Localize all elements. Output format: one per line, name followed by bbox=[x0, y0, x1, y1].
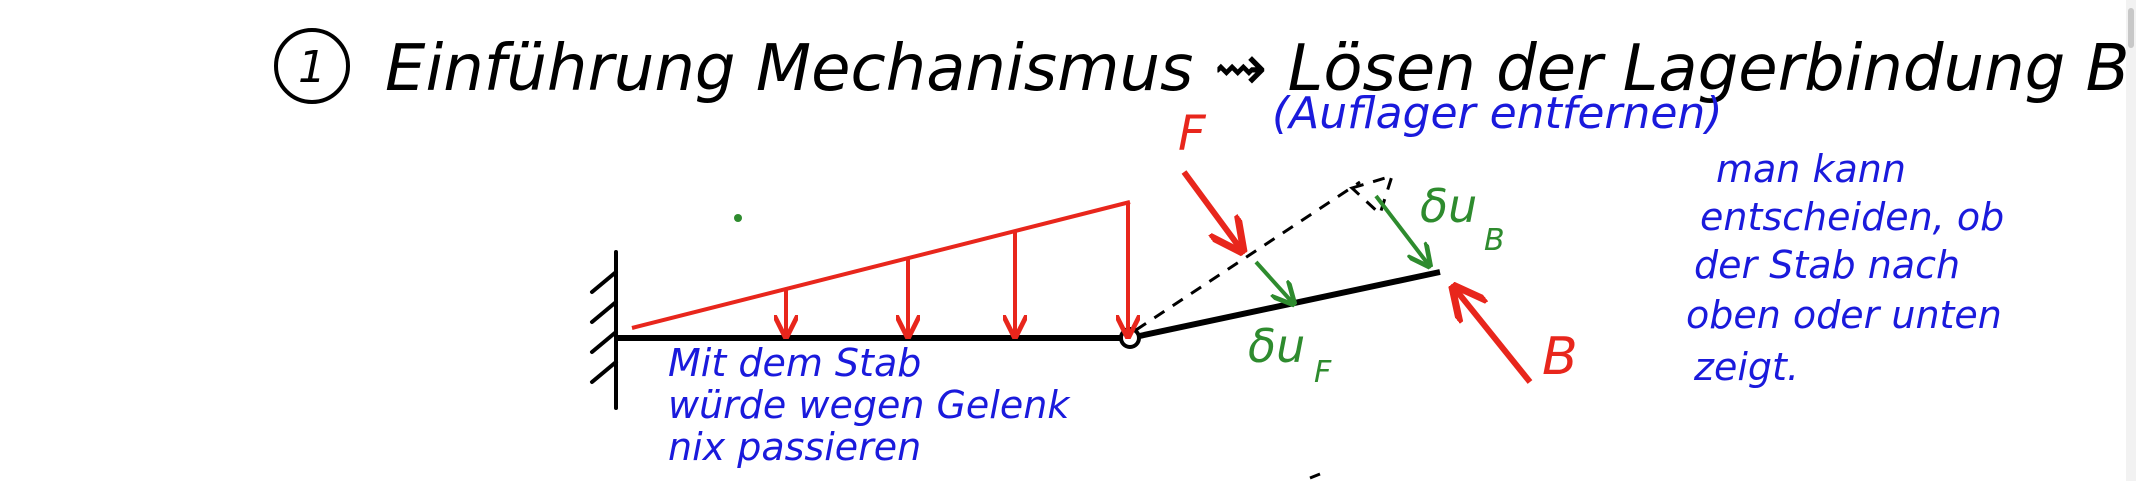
note-right-line: oben oder unten bbox=[1686, 293, 2002, 337]
note-right-line: man kann bbox=[1716, 147, 1906, 191]
scrollbar-thumb[interactable] bbox=[2128, 8, 2134, 48]
note-right-line: der Stab nach bbox=[1694, 243, 1960, 287]
note-right-line: zeigt. bbox=[1693, 345, 1799, 389]
note-left-line: nix passieren bbox=[668, 425, 921, 469]
title-number: 1 bbox=[298, 42, 326, 93]
disp-f-subscript: F bbox=[1314, 355, 1332, 390]
force-b-label: B bbox=[1542, 327, 1578, 387]
disp-f-label: δu bbox=[1248, 319, 1305, 373]
disp-b-label: δu bbox=[1420, 179, 1477, 233]
force-f-label: F bbox=[1178, 106, 1207, 162]
stray-mark bbox=[1309, 472, 1321, 480]
note-right: man kann entscheiden, ob der Stab nach o… bbox=[1686, 147, 2004, 389]
force-f-arrow bbox=[1181, 170, 1240, 248]
vertical-scrollbar[interactable] bbox=[2126, 0, 2136, 481]
disp-b-subscript: B bbox=[1484, 223, 1505, 258]
note-left-line: Mit dem Stab bbox=[668, 341, 921, 385]
stray-dot bbox=[734, 214, 742, 222]
page-title: Einführung Mechanismus ⇝ Lösen der Lager… bbox=[385, 32, 2130, 106]
force-b-arrow bbox=[1456, 290, 1533, 384]
note-left-line: würde wegen Gelenk bbox=[668, 383, 1071, 427]
disp-b-arrow bbox=[1374, 194, 1428, 264]
fixed-support bbox=[590, 250, 618, 410]
title-group: 1 Einführung Mechanismus ⇝ Lösen der Lag… bbox=[274, 28, 2130, 139]
circled-number bbox=[274, 28, 350, 104]
note-left: Mit dem Stab würde wegen Gelenk nix pass… bbox=[668, 341, 1071, 469]
disp-f-arrow bbox=[1254, 260, 1292, 302]
note-right-line: entscheiden, ob bbox=[1700, 195, 2004, 239]
page-subtitle: (Auflager entfernen) bbox=[1272, 88, 1722, 139]
triangular-load bbox=[631, 200, 1130, 334]
